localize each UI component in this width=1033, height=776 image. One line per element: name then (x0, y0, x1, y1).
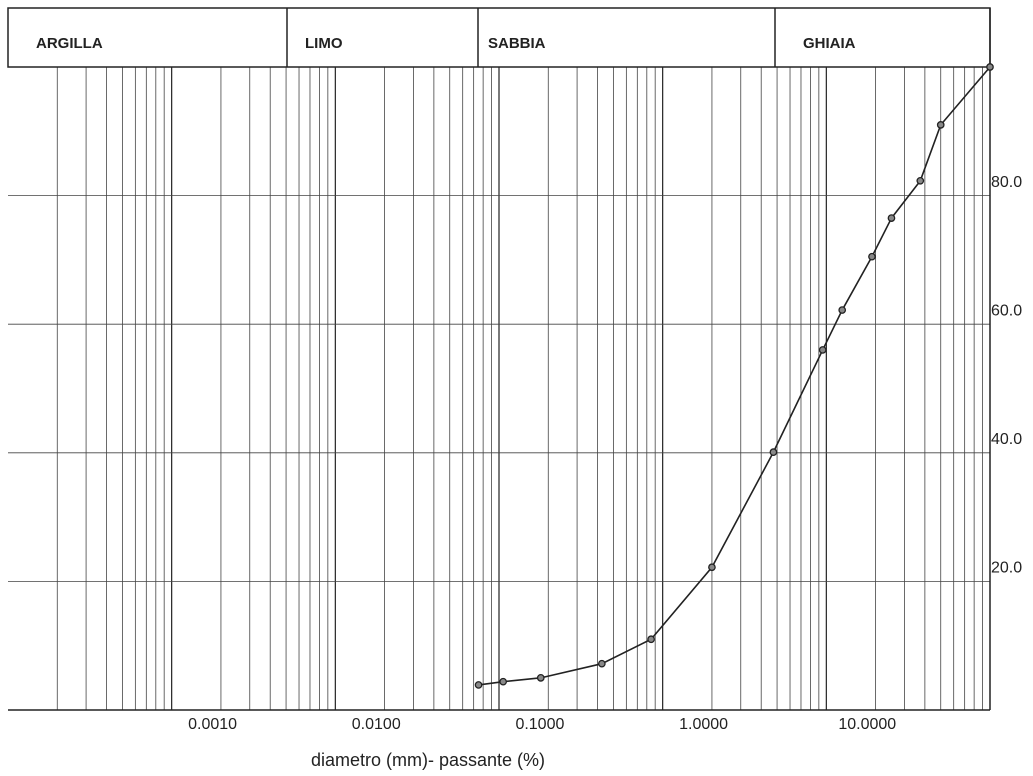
zone-label: SABBIA (488, 35, 546, 52)
data-point (769, 448, 778, 457)
zone-label: GHIAIA (803, 35, 856, 52)
y-tick-label: 60.0 (991, 302, 1022, 319)
x-tick-label: 1.0000 (679, 716, 728, 733)
zone-label: ARGILLA (36, 35, 103, 52)
y-tick-label: 40.0 (991, 431, 1022, 448)
grid (8, 67, 990, 710)
data-point (916, 176, 925, 185)
data-point (474, 681, 483, 689)
data-point (887, 214, 896, 222)
y-tick-label: 80.0 (991, 174, 1022, 191)
x-tick-label: 0.1000 (515, 716, 564, 733)
data-point (986, 63, 994, 71)
data-point (818, 346, 827, 354)
y-tick-label: 20.0 (991, 560, 1022, 577)
data-line (478, 66, 991, 686)
data-point (499, 677, 507, 686)
x-tick-label: 10.0000 (838, 716, 896, 733)
x-tick-label: 0.0010 (188, 716, 237, 733)
zone-label: LIMO (305, 35, 343, 52)
data-point (868, 252, 876, 261)
data-point (647, 635, 655, 644)
data-point (597, 659, 606, 668)
data-point (536, 673, 545, 682)
data-point (936, 121, 945, 129)
data-point (838, 306, 847, 314)
x-axis-label: diametro (mm)- passante (%) (311, 750, 545, 770)
x-tick-label: 0.0100 (352, 716, 401, 733)
data-point (708, 563, 716, 572)
